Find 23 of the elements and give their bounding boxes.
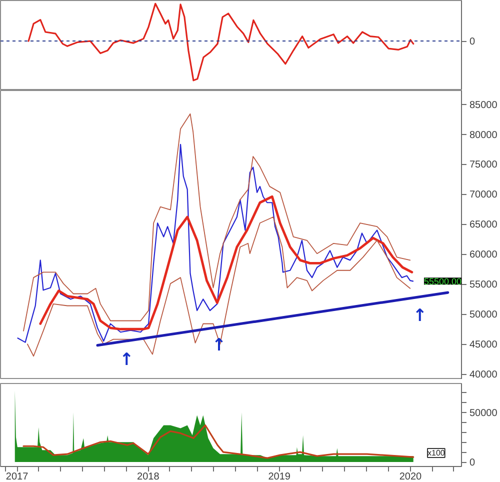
annotation: ↑ bbox=[212, 336, 226, 356]
x-tick-label: 2020 bbox=[399, 472, 422, 482]
annotation: ↑ bbox=[412, 306, 427, 326]
x-tick-label: 2019 bbox=[268, 472, 291, 482]
y-tick-label: 40000 bbox=[470, 370, 498, 381]
y-tick-label: 55000 bbox=[470, 280, 498, 291]
line-series bbox=[23, 113, 411, 332]
line-series bbox=[22, 424, 414, 459]
y-tick-label: 0 bbox=[470, 458, 476, 469]
annotation: ↑ bbox=[119, 350, 134, 370]
y-tick-label: 70000 bbox=[470, 190, 498, 201]
y-tick-label: 75000 bbox=[470, 160, 498, 171]
line-series bbox=[39, 195, 414, 330]
y-tick-label: 65000 bbox=[470, 220, 498, 231]
y-tick-label: 45000 bbox=[470, 340, 498, 351]
y-tick-label: 50000 bbox=[470, 408, 498, 419]
x-tick-label: 2017 bbox=[6, 472, 29, 482]
y-tick-label: 50000 bbox=[470, 310, 498, 321]
y-tick-label: 80000 bbox=[470, 130, 498, 141]
annotation: 55500.00 bbox=[424, 276, 462, 287]
x-tick-label: 2018 bbox=[137, 472, 160, 482]
y-tick-label: 60000 bbox=[470, 250, 498, 261]
y-tick-label: 85000 bbox=[470, 100, 498, 111]
